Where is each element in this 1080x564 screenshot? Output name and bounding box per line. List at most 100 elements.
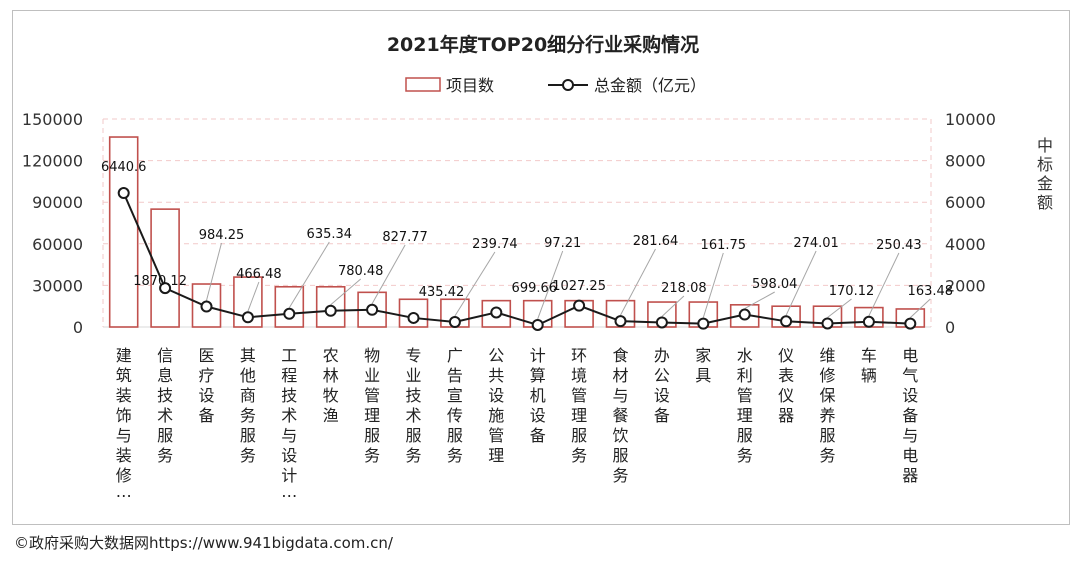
category-labels: 建筑装饰与装修…信息技术服务医疗设备其他商务服务工程技术与设计…农林牧渔物业管理…	[116, 346, 919, 501]
category-label-char: 告	[447, 366, 463, 385]
line-point	[780, 315, 793, 328]
category-label-char: 工	[281, 346, 297, 365]
leader-line	[744, 291, 775, 309]
category-label-char: 备	[198, 406, 214, 425]
data-labels: 6440.6 1870.12 984.25 466.48 635.34 780.48 827…	[101, 160, 953, 300]
line-point	[904, 317, 917, 330]
line-point	[324, 304, 337, 317]
right-tick-label: 2000	[945, 276, 986, 295]
category-label-char: 务	[819, 446, 835, 465]
category-label-char: 疗	[198, 366, 214, 385]
legend: 项目数 总金额（亿元）	[405, 76, 706, 95]
category-label-char: 仪	[778, 386, 794, 405]
category-label-char: 共	[488, 366, 504, 385]
legend-bar-label: 项目数	[446, 76, 494, 95]
category-label: 计算机设备	[530, 346, 546, 445]
category-label-char: 食	[612, 346, 628, 365]
category-label-char: 与	[116, 426, 132, 445]
data-label: 435.42	[419, 285, 465, 300]
category-label-char: 务	[240, 446, 256, 465]
line-point	[862, 315, 875, 328]
data-label: 6440.6	[101, 160, 147, 175]
leader-line	[909, 298, 931, 318]
category-label: 广告宣传服务	[447, 346, 463, 465]
category-label-char: 设	[281, 446, 297, 465]
category-label-char: 利	[737, 366, 753, 385]
category-label-char: 务	[240, 406, 256, 425]
category-label-char: 务	[737, 446, 753, 465]
category-label: 仪表仪器	[778, 346, 794, 425]
data-label: 598.04	[752, 277, 798, 292]
right-tick-label: 10000	[945, 110, 996, 129]
category-label-char: 器	[902, 466, 918, 485]
category-label: 家具	[695, 346, 711, 385]
data-label: 239.74	[472, 237, 518, 252]
data-label: 635.34	[307, 227, 353, 242]
category-label-char: 水	[737, 346, 753, 365]
leader-line	[620, 248, 656, 316]
category-label-char: 环	[571, 346, 587, 365]
leader-line	[206, 242, 222, 301]
leader-line	[785, 250, 817, 316]
line-point	[159, 282, 172, 295]
category-label-char: 他	[240, 366, 256, 385]
category-label-char: 建	[116, 346, 132, 365]
data-label: 274.01	[793, 236, 839, 251]
chart-title: 2021年度TOP20细分行业采购情况	[387, 33, 699, 56]
category-label-char: 农	[323, 346, 339, 365]
category-label-char: 车	[861, 346, 877, 365]
category-label-char: 务	[447, 446, 463, 465]
category-label-char: 与	[902, 426, 918, 445]
category-label-char: 机	[530, 386, 546, 405]
bar	[191, 283, 222, 328]
category-label-char: 与	[612, 386, 628, 405]
left-tick-label: 150000	[22, 110, 83, 129]
line-point	[738, 308, 751, 321]
line-series	[117, 187, 917, 331]
category-label-char: 理	[488, 446, 504, 465]
category-label-char: 装	[116, 386, 132, 405]
category-label-char: 术	[405, 406, 421, 425]
line-point	[821, 317, 834, 330]
left-tick-label: 120000	[22, 152, 83, 171]
category-label-char: 饮	[612, 426, 628, 445]
category-label-char: …	[116, 482, 132, 501]
legend-line-label: 总金额（亿元）	[594, 76, 706, 95]
leader-line	[537, 250, 564, 320]
data-label: 161.75	[701, 238, 747, 253]
category-label: 信息技术服务	[157, 346, 173, 465]
category-label-char: 设	[488, 386, 504, 405]
category-label-char: 物	[364, 346, 380, 365]
category-label-char: 装	[116, 446, 132, 465]
category-label: 其他商务服务	[240, 346, 256, 465]
category-label-char: 施	[488, 406, 504, 425]
category-label-char: 专	[405, 346, 421, 365]
category-label-char: 备	[654, 406, 670, 425]
right-axis-label: 中标金额	[1037, 136, 1053, 212]
line-point	[448, 316, 461, 329]
category-label-char: 与	[281, 426, 297, 445]
category-label: 建筑装饰与装修…	[116, 346, 132, 501]
leader-line	[868, 252, 900, 317]
category-label-char: 修	[116, 466, 132, 485]
chart-svg: 2021年度TOP20细分行业采购情况 项目数 总金额（亿元） 150000 12…	[22, 33, 1053, 501]
category-label: 车辆	[861, 346, 877, 385]
category-label-char: 服	[571, 426, 587, 445]
data-label: 218.08	[661, 281, 707, 296]
category-label-char: 电	[902, 346, 918, 365]
category-label-char: 技	[157, 386, 173, 405]
left-tick-label: 90000	[32, 193, 83, 212]
line-point	[614, 315, 627, 328]
category-label-char: 林	[323, 366, 339, 385]
category-label: 物业管理服务	[364, 346, 380, 465]
right-tick-label: 0	[945, 318, 955, 337]
category-label-char: 设	[198, 386, 214, 405]
leader-line	[454, 251, 496, 317]
category-label: 环境管理服务	[571, 346, 587, 465]
category-label-char: 程	[281, 366, 297, 385]
category-label: 维修保养服务	[819, 346, 835, 465]
category-label: 农林牧渔	[323, 346, 339, 425]
category-label-char: 服	[405, 426, 421, 445]
data-label: 699.66	[512, 281, 558, 296]
category-label-char: 电	[902, 446, 918, 465]
